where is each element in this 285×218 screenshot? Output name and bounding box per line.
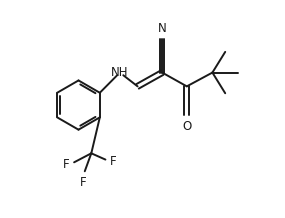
Text: F: F	[110, 155, 117, 168]
Text: F: F	[80, 176, 87, 189]
Text: N: N	[158, 22, 166, 35]
Text: NH: NH	[111, 66, 129, 79]
Text: O: O	[182, 120, 192, 133]
Text: F: F	[63, 158, 70, 171]
